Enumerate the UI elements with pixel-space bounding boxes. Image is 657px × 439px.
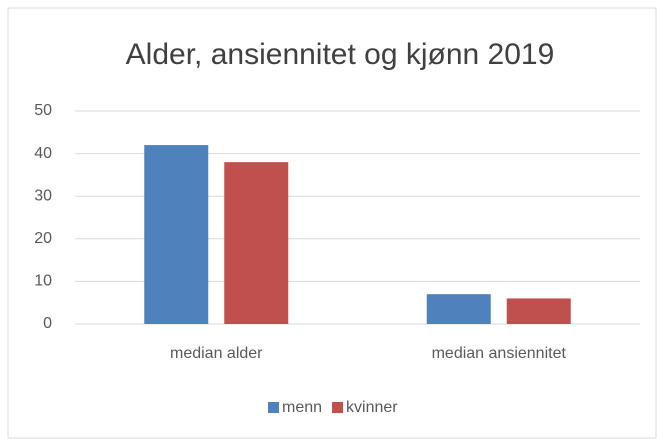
chart-frame — [7, 7, 657, 439]
bar — [506, 298, 571, 324]
bar — [224, 162, 289, 324]
y-tick-label: 10 — [34, 273, 52, 290]
y-tick-label: 30 — [34, 187, 52, 204]
y-tick-label: 0 — [43, 315, 52, 332]
y-tick-label: 20 — [34, 230, 52, 247]
legend-label: kvinner — [346, 399, 398, 416]
x-tick-label: median alder — [170, 345, 263, 362]
bar — [426, 294, 491, 324]
legend-swatch — [332, 402, 344, 413]
y-tick-label: 40 — [34, 145, 52, 162]
legend-swatch — [268, 402, 279, 413]
chart-title: Alder, ansiennitet og kjønn 2019 — [126, 38, 555, 71]
legend-label: menn — [282, 399, 322, 416]
x-tick-label: median ansiennitet — [432, 345, 567, 362]
y-tick-label: 50 — [34, 102, 52, 119]
bar — [144, 145, 209, 324]
